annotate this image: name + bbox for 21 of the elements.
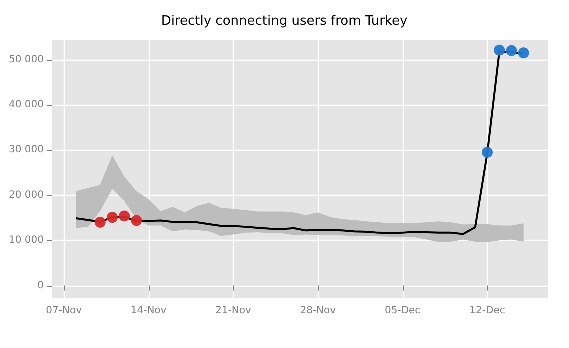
- y-tick-label: 20 000: [9, 190, 44, 201]
- x-tick-label: 21-Nov: [216, 306, 252, 316]
- x-tick-label: 28-Nov: [300, 306, 336, 316]
- point: [482, 147, 494, 158]
- y-tick-label: 10 000: [9, 235, 44, 246]
- y-tick-label: 0: [38, 280, 44, 292]
- chart-title: Directly connecting users from Turkey: [161, 14, 408, 29]
- point: [107, 212, 118, 224]
- point: [119, 210, 130, 222]
- point: [494, 44, 506, 56]
- x-tick-label: 12-Dec: [470, 306, 506, 316]
- x-tick-label: 14-Nov: [130, 306, 167, 316]
- x-tick-label: 05-Dec: [384, 306, 421, 316]
- point: [94, 217, 106, 228]
- y-tick-label: 40 000: [9, 100, 44, 111]
- y-tick-label: 50 000: [9, 54, 44, 66]
- point: [506, 45, 518, 56]
- x-tick-label: 07-Nov: [46, 306, 82, 316]
- point: [518, 48, 530, 59]
- y-tick-label: 30 000: [9, 144, 44, 156]
- point: [131, 215, 142, 226]
